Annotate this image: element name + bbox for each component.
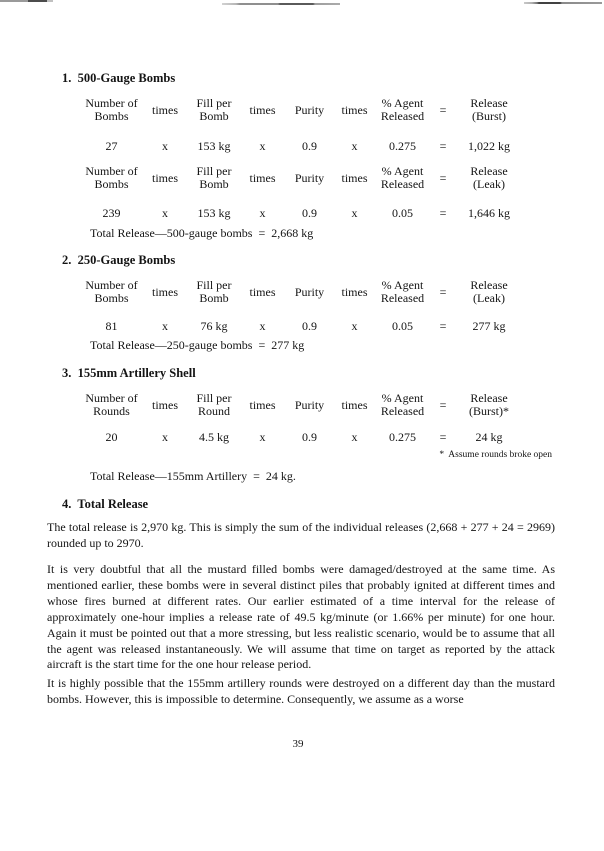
table-cell: Purity xyxy=(294,397,325,412)
table-cell: Purity xyxy=(294,284,325,299)
table-value-row-250-leak: 81 x 76 kg x 0.9 x 0.05 = 277 kg xyxy=(83,320,520,333)
table-cell: times xyxy=(341,397,368,412)
paragraph-total-release-sum: The total release is 2,970 kg. This is s… xyxy=(47,520,555,550)
table-cell: = xyxy=(439,284,447,299)
table-cell: x xyxy=(259,319,266,333)
table-cell: 24 kg xyxy=(475,430,503,444)
table-cell: 4.5 kg xyxy=(199,430,229,444)
paragraph-release-rate-scenario: It is very doubtful that all the mustard… xyxy=(47,562,555,672)
table-cell: x xyxy=(351,319,358,333)
table-cell: x xyxy=(162,206,168,220)
table-cell: 0.05 xyxy=(392,206,413,220)
total-release-155mm: Total Release—155mm Artillery = 24 kg. xyxy=(90,469,296,483)
table-cell: Fill per Bomb xyxy=(196,164,232,191)
table-cell: times xyxy=(249,397,276,412)
table-cell: times xyxy=(249,170,276,185)
table-cell: 27 xyxy=(105,139,118,153)
table-cell: Release (Burst) xyxy=(470,96,508,123)
table-cell: = xyxy=(439,206,447,220)
scan-artifact-line-right xyxy=(524,2,602,4)
table-cell: times xyxy=(341,102,368,117)
table-cell: x xyxy=(162,430,168,444)
table-cell: 153 kg xyxy=(197,139,231,153)
table-cell: Fill per Bomb xyxy=(196,96,232,123)
table-cell: = xyxy=(439,430,447,444)
table-cell: x xyxy=(162,139,168,153)
table-cell: 76 kg xyxy=(200,319,228,333)
table-cell: Number of Bombs xyxy=(85,96,138,123)
table-cell: Release (Leak) xyxy=(470,164,508,191)
table-cell: Fill per Bomb xyxy=(196,278,232,305)
section-heading-155mm-artillery: 3. 155mm Artillery Shell xyxy=(62,366,196,380)
table-cell: % Agent Released xyxy=(380,96,425,123)
table-value-row-155mm: 20 x 4.5 kg x 0.9 x 0.275 = 24 kg xyxy=(83,431,520,444)
total-release-500-gauge: Total Release—500-gauge bombs = 2,668 kg xyxy=(90,226,314,240)
table-cell: 0.275 xyxy=(389,139,416,153)
table-cell: x xyxy=(259,430,266,444)
table-cell: Purity xyxy=(294,102,325,117)
table-cell: x xyxy=(259,206,266,220)
table-value-row-500-burst: 27 x 153 kg x 0.9 x 0.275 = 1,022 kg xyxy=(83,140,520,153)
table-cell: 0.9 xyxy=(302,206,317,220)
table-cell: x xyxy=(351,139,358,153)
total-release-250-gauge: Total Release—250-gauge bombs = 277 kg xyxy=(90,338,305,352)
table-cell: Release (Burst)* xyxy=(469,391,509,418)
table-cell: 1,646 kg xyxy=(468,206,510,220)
scan-artifact-line-left xyxy=(0,0,53,2)
table-cell: % Agent Released xyxy=(380,278,425,305)
table-cell: 0.9 xyxy=(302,139,317,153)
table-cell: 0.9 xyxy=(302,430,317,444)
table-cell: x xyxy=(351,430,358,444)
table-cell: % Agent Released xyxy=(380,164,425,191)
table-cell: times xyxy=(152,170,178,185)
table-cell: x xyxy=(259,139,266,153)
scan-artifact-line-middle xyxy=(222,3,340,5)
table-cell: = xyxy=(439,102,447,117)
table-cell: 239 xyxy=(102,206,121,220)
table-cell: % Agent Released xyxy=(380,391,425,418)
page-number: 39 xyxy=(292,738,304,750)
section-heading-250-gauge-bombs: 2. 250-Gauge Bombs xyxy=(62,253,176,267)
table-cell: times xyxy=(249,102,276,117)
table-header-row-250-leak: Number of Bombs times Fill per Bomb times Pu… xyxy=(83,279,520,305)
table-header-row-500-leak: Number of Bombs times Fill per Bomb times Pu… xyxy=(83,165,520,191)
table-cell: Fill per Round xyxy=(196,391,232,418)
table-cell: Number of Rounds xyxy=(85,391,138,418)
table-cell: = xyxy=(439,397,447,412)
table-header-row-155mm: Number of Rounds times Fill per Round times… xyxy=(83,392,520,418)
table-cell: x xyxy=(351,206,358,220)
table-cell: = xyxy=(439,170,447,185)
table-cell: Purity xyxy=(294,170,325,185)
table-cell: 20 xyxy=(105,430,118,444)
paragraph-artillery-different-day: It is highly possible that the 155mm art… xyxy=(47,676,555,706)
table-cell: times xyxy=(341,284,368,299)
footnote-assume-rounds-broke-open: * Assume rounds broke open xyxy=(439,450,552,460)
table-cell: Number of Bombs xyxy=(85,278,138,305)
table-cell: = xyxy=(439,139,447,153)
table-cell: 0.05 xyxy=(392,319,413,333)
table-cell: times xyxy=(249,284,276,299)
table-cell: 0.275 xyxy=(389,430,416,444)
table-cell: 1,022 kg xyxy=(468,139,510,153)
table-cell: Release (Leak) xyxy=(470,278,508,305)
table-cell: 81 xyxy=(105,319,118,333)
section-heading-500-gauge-bombs: 1. 500-Gauge Bombs xyxy=(62,71,176,85)
table-header-row-500-burst: Number of Bombs times Fill per Bomb times Pu… xyxy=(83,97,520,123)
table-cell: x xyxy=(162,319,168,333)
table-cell: 0.9 xyxy=(302,319,317,333)
table-cell: times xyxy=(152,397,178,412)
table-cell: times xyxy=(341,170,368,185)
table-cell: times xyxy=(152,102,178,117)
table-value-row-500-leak: 239 x 153 kg x 0.9 x 0.05 = 1,646 kg xyxy=(83,207,520,220)
table-cell: 277 kg xyxy=(472,319,506,333)
table-cell: = xyxy=(439,319,447,333)
section-heading-total-release: 4. Total Release xyxy=(62,497,149,511)
table-cell: Number of Bombs xyxy=(85,164,138,191)
table-cell: 153 kg xyxy=(197,206,231,220)
table-cell: times xyxy=(152,284,178,299)
